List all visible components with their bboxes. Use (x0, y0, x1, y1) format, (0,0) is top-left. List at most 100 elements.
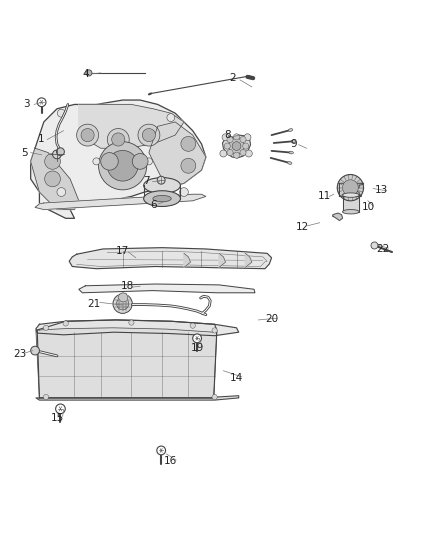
Circle shape (113, 294, 132, 313)
Text: 16: 16 (164, 456, 177, 466)
Polygon shape (343, 195, 359, 212)
Circle shape (233, 152, 240, 158)
Circle shape (343, 180, 358, 196)
Circle shape (227, 136, 233, 143)
Circle shape (53, 150, 61, 159)
Circle shape (167, 114, 175, 122)
Polygon shape (79, 104, 184, 148)
Circle shape (57, 148, 64, 156)
Circle shape (132, 154, 148, 169)
Circle shape (190, 323, 195, 328)
Circle shape (145, 158, 152, 165)
Polygon shape (36, 328, 217, 398)
Circle shape (243, 143, 249, 149)
Ellipse shape (343, 193, 359, 197)
Circle shape (43, 394, 49, 400)
Circle shape (240, 149, 246, 156)
Circle shape (181, 136, 196, 151)
Text: 14: 14 (230, 373, 243, 383)
Circle shape (77, 124, 99, 146)
Circle shape (37, 98, 46, 107)
Circle shape (180, 188, 188, 197)
Circle shape (45, 171, 60, 187)
Text: 18: 18 (120, 281, 134, 291)
Polygon shape (31, 148, 79, 209)
Text: 19: 19 (191, 343, 204, 352)
Text: 21: 21 (88, 298, 101, 309)
Circle shape (240, 136, 246, 143)
Circle shape (63, 321, 68, 326)
Polygon shape (37, 320, 217, 398)
Circle shape (232, 142, 241, 150)
Text: 23: 23 (13, 349, 26, 359)
Circle shape (245, 150, 252, 157)
Text: 5: 5 (21, 148, 28, 158)
Text: 17: 17 (116, 246, 129, 256)
Polygon shape (31, 100, 206, 219)
Text: 15: 15 (50, 413, 64, 423)
Text: 20: 20 (265, 314, 278, 324)
Circle shape (212, 328, 217, 333)
Circle shape (99, 142, 147, 190)
Circle shape (222, 134, 229, 141)
Polygon shape (36, 395, 239, 400)
Circle shape (157, 446, 166, 455)
Polygon shape (245, 253, 252, 268)
Circle shape (57, 188, 66, 197)
Polygon shape (36, 320, 239, 336)
Circle shape (371, 242, 378, 249)
Text: 3: 3 (23, 100, 30, 109)
Polygon shape (223, 135, 251, 158)
Ellipse shape (289, 128, 293, 132)
Polygon shape (79, 284, 255, 293)
Text: 1: 1 (38, 134, 45, 144)
Polygon shape (35, 194, 206, 209)
Circle shape (227, 149, 233, 156)
Polygon shape (184, 253, 191, 268)
Circle shape (117, 297, 129, 310)
Circle shape (107, 128, 129, 150)
Polygon shape (69, 248, 272, 269)
Circle shape (112, 133, 125, 146)
Circle shape (86, 70, 92, 76)
Ellipse shape (343, 209, 359, 214)
Text: 11: 11 (318, 191, 331, 201)
Text: 4: 4 (82, 69, 89, 79)
Circle shape (337, 174, 364, 201)
Text: 6: 6 (150, 200, 157, 210)
Text: 7: 7 (143, 176, 150, 186)
Circle shape (129, 320, 134, 325)
Text: 2: 2 (229, 73, 236, 83)
Ellipse shape (288, 161, 292, 164)
Text: 10: 10 (361, 203, 374, 212)
Polygon shape (219, 253, 226, 268)
Circle shape (212, 394, 217, 400)
Polygon shape (339, 183, 364, 197)
Text: 9: 9 (290, 139, 297, 149)
Circle shape (193, 334, 201, 343)
Circle shape (138, 124, 160, 146)
Circle shape (220, 150, 227, 157)
Circle shape (157, 176, 165, 184)
Circle shape (181, 158, 196, 173)
Circle shape (229, 138, 244, 154)
Ellipse shape (289, 151, 293, 154)
Ellipse shape (144, 191, 180, 206)
Ellipse shape (144, 177, 180, 193)
Text: 8: 8 (224, 130, 231, 140)
Text: 12: 12 (296, 222, 309, 232)
Polygon shape (118, 293, 128, 302)
Polygon shape (149, 122, 206, 188)
Circle shape (107, 150, 138, 181)
Text: 22: 22 (377, 244, 390, 254)
Polygon shape (333, 213, 343, 221)
Circle shape (244, 134, 251, 141)
Circle shape (81, 128, 94, 142)
Circle shape (142, 128, 155, 142)
Circle shape (57, 109, 65, 117)
Ellipse shape (291, 140, 296, 143)
Circle shape (56, 404, 65, 414)
Text: 13: 13 (374, 185, 388, 195)
Circle shape (101, 152, 118, 170)
Circle shape (224, 143, 230, 149)
